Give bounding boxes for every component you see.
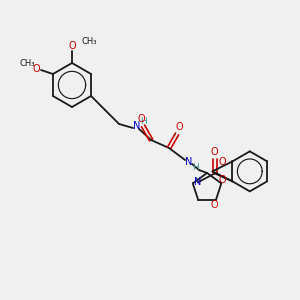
Text: O: O: [211, 147, 219, 158]
Text: O: O: [68, 41, 76, 51]
Text: CH₃: CH₃: [19, 58, 35, 68]
Text: N: N: [185, 157, 193, 167]
Text: CH₃: CH₃: [82, 38, 98, 46]
Text: O: O: [175, 122, 183, 132]
Text: O: O: [219, 176, 226, 185]
Text: H: H: [140, 116, 146, 125]
Text: N: N: [134, 121, 141, 131]
Text: O: O: [32, 64, 40, 74]
Text: O: O: [137, 114, 145, 124]
Text: O: O: [210, 200, 218, 210]
Text: N: N: [194, 177, 202, 188]
Text: H: H: [192, 164, 198, 172]
Text: O: O: [219, 158, 226, 167]
